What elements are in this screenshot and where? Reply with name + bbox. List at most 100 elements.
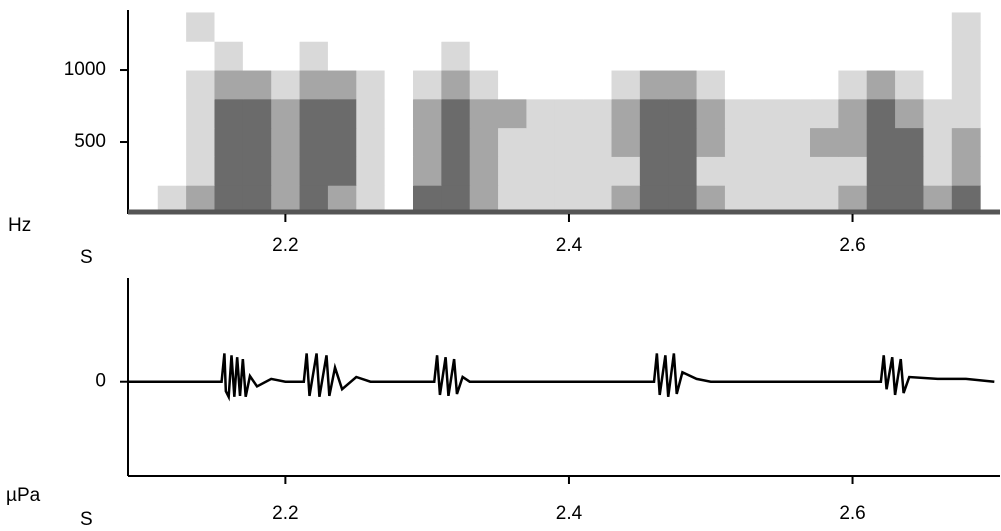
heat-cell [583,70,612,99]
heat-cell [867,128,896,157]
waveform [128,353,994,396]
heat-cell [526,128,555,157]
heat-cell [129,12,158,41]
heat-cell [810,70,839,99]
heat-cell [753,70,782,99]
x-axis-label: S [80,509,93,530]
heat-cell [725,156,754,185]
heat-cell [470,156,499,185]
heat-cell [725,128,754,157]
heat-cell [214,41,243,70]
heat-cell [923,70,952,99]
heat-cell [668,156,697,185]
x-axis-label: S [80,247,93,268]
heat-cell [838,128,867,157]
heat-cell [895,41,924,70]
heat-cell [867,70,896,99]
heat-cell [583,41,612,70]
heat-cell [753,156,782,185]
heat-cell [838,99,867,128]
heat-cell [356,70,385,99]
heat-cell [555,128,584,157]
heat-cell [583,99,612,128]
heat-cell [356,99,385,128]
heat-cell [611,128,640,157]
heat-cell [271,156,300,185]
heat-cell [668,12,697,41]
heat-cell [214,99,243,128]
heat-cell [640,12,669,41]
heat-cell [385,70,414,99]
heat-cell [158,70,187,99]
heat-cell [385,12,414,41]
heat-cell [129,128,158,157]
heat-cell [838,70,867,99]
heat-cell [611,70,640,99]
heat-cell [413,70,442,99]
heat-cell [555,70,584,99]
y-tick-label: 0 [95,371,106,392]
heat-cell [158,128,187,157]
heat-cell [895,128,924,157]
heat-cell [526,12,555,41]
heat-cell [498,156,527,185]
heat-cell [867,41,896,70]
heat-cell [498,70,527,99]
heat-cell [838,156,867,185]
heat-cell [441,128,470,157]
heat-cell [328,12,357,41]
waveform-line [128,353,994,396]
heat-cell [725,12,754,41]
heat-cell [782,128,811,157]
heat-cell [753,41,782,70]
heat-cell [668,128,697,157]
heat-cell [129,70,158,99]
heat-cell [697,41,726,70]
heat-cell [725,70,754,99]
heat-cell [356,41,385,70]
heat-cell [470,99,499,128]
heat-cell [385,41,414,70]
heat-cell [952,128,981,157]
heat-cell [555,41,584,70]
heat-cell [129,156,158,185]
heat-cell [214,128,243,157]
heat-cell [243,70,272,99]
heat-cell [923,128,952,157]
heat-cell [555,99,584,128]
heat-cell [725,41,754,70]
heat-cell [668,70,697,99]
heat-cell [810,128,839,157]
heat-cell [895,70,924,99]
heat-cell [867,12,896,41]
heat-cell [611,156,640,185]
heat-cell [697,70,726,99]
heat-cell [810,41,839,70]
heat-cell [328,156,357,185]
heat-cell [271,41,300,70]
figure: Hz S µPa S 50010002.22.42.602.22.42.6 [0,0,1001,531]
x-tick-label: 2.2 [272,235,298,256]
heat-cell [668,41,697,70]
heat-cell [753,99,782,128]
heat-cell [243,128,272,157]
heat-cell [895,156,924,185]
heat-cell [952,41,981,70]
heat-cell [441,99,470,128]
heat-cell [328,41,357,70]
y-tick-label: 1000 [64,59,106,80]
heat-cell [526,41,555,70]
heat-cell [782,156,811,185]
heat-cell [158,12,187,41]
heat-cell [640,128,669,157]
heat-cell [441,41,470,70]
heat-cell [498,41,527,70]
heat-cell [555,12,584,41]
heat-cell [413,12,442,41]
heat-cell [214,70,243,99]
heat-cell [271,12,300,41]
heat-cell [526,99,555,128]
heat-cell [867,156,896,185]
heat-cell [810,156,839,185]
heat-cell [895,12,924,41]
